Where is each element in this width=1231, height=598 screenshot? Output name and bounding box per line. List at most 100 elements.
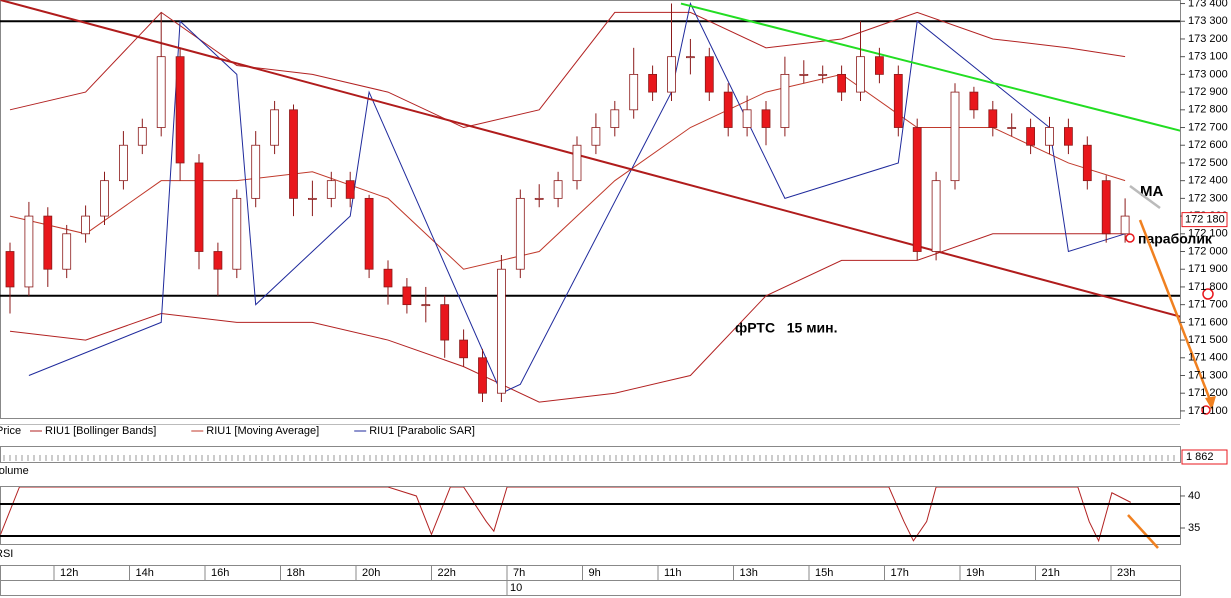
candle-body [761, 109, 771, 128]
volume-title: Volume [0, 465, 29, 477]
time-label: 9h [589, 567, 601, 579]
candle-body [969, 91, 979, 111]
candle-body [232, 197, 242, 270]
candle-body [723, 91, 733, 128]
time-label: 16h [211, 567, 229, 579]
candle-body [893, 73, 903, 128]
arrow-head [1205, 396, 1216, 410]
candle-body [629, 73, 639, 111]
y-tick-label: 171 900 [1188, 263, 1228, 275]
candle-body [307, 197, 317, 200]
candle-body [402, 286, 412, 306]
candle-body [553, 180, 563, 199]
y-tick-label: 172 300 [1188, 192, 1228, 204]
indicator-line [9, 233, 1126, 403]
y-tick-label: 171 100 [1188, 405, 1228, 417]
candle-body [81, 215, 90, 235]
time-label: 12h [60, 567, 78, 579]
rsi-tick-label: 40 [1188, 490, 1200, 502]
candle-body [43, 215, 53, 270]
candle-body [289, 109, 298, 199]
forecast-arrow [1138, 219, 1214, 406]
candle-body [988, 109, 998, 128]
volume-panel-frame [0, 446, 1181, 463]
candle-body [175, 56, 185, 164]
candle-body [837, 73, 846, 93]
candle-body [364, 197, 374, 270]
candle-body [270, 109, 280, 146]
time-label: 20h [362, 567, 380, 579]
rsi-tick-label: 35 [1188, 522, 1200, 534]
candle-body [1082, 144, 1092, 182]
time-label: 11h [664, 567, 682, 579]
candle-body [496, 268, 506, 394]
candle-body [62, 233, 72, 270]
y-tick-label: 172 600 [1188, 139, 1228, 151]
time-label: 23h [1117, 567, 1135, 579]
candle-body [326, 180, 336, 199]
y-tick-label: 173 400 [1188, 0, 1228, 9]
candle-body [194, 162, 204, 252]
candle-body [421, 304, 431, 307]
y-tick-label: 172 400 [1188, 175, 1228, 187]
date-label: 10 [510, 582, 522, 594]
candle-body [459, 339, 469, 359]
candle-body [1045, 127, 1054, 146]
marker-circle [1202, 288, 1214, 300]
price-plot [0, 0, 1180, 403]
candle-body [24, 215, 34, 288]
candle-body [572, 144, 582, 182]
volume-strip [3, 455, 1175, 461]
y-tick-label: 171 700 [1188, 299, 1228, 311]
candle-body [534, 197, 544, 200]
y-tick-label: 173 100 [1188, 51, 1228, 63]
candle-body [1064, 127, 1073, 146]
candle-body [686, 56, 695, 59]
candle-body [667, 56, 676, 93]
volume-last-label: 1 862 [1186, 451, 1214, 463]
candle-body [515, 197, 525, 270]
y-tick-label: 172 700 [1188, 121, 1228, 133]
y-tick-label: 171 500 [1188, 334, 1228, 346]
candle-body [856, 56, 865, 93]
time-label: 14h [136, 567, 154, 579]
annotation-title: фРТС 15 мин. [735, 320, 838, 336]
time-label: 13h [740, 567, 758, 579]
y-tick-label: 173 200 [1188, 33, 1228, 45]
time-label: 21h [1042, 567, 1060, 579]
candle-body [591, 127, 601, 146]
marker-circle [1201, 405, 1211, 415]
candle-body [799, 73, 809, 76]
y-tick-label: 172 900 [1188, 86, 1228, 98]
volume-last-box [1181, 449, 1228, 465]
trend-line [0, 0, 1180, 318]
candle-body [440, 304, 450, 341]
candle-body [818, 73, 828, 76]
y-tick-label: 171 200 [1188, 387, 1228, 399]
y-tick-label: 172 800 [1188, 104, 1228, 116]
y-tick-label: 172 000 [1188, 245, 1228, 257]
candle-body [742, 109, 752, 128]
legend-label: RIU1 [Bollinger Bands] [45, 425, 156, 437]
time-label: 22h [438, 567, 456, 579]
y-tick-label: 172 500 [1188, 157, 1228, 169]
marker-circle [1125, 233, 1135, 243]
candle-body [100, 180, 109, 217]
ma-pointer [1129, 184, 1161, 210]
candle-body [383, 268, 393, 288]
candle-body [5, 251, 15, 288]
y-tick-label: 171 300 [1188, 369, 1228, 381]
time-label: 17h [891, 567, 909, 579]
time-label: 15h [815, 567, 833, 579]
legend-label: RIU1 [Parabolic SAR] [369, 425, 475, 437]
rsi-panel-frame [0, 486, 1181, 545]
candle-body [950, 91, 960, 182]
candle-body [704, 56, 714, 93]
candle-body [156, 56, 166, 128]
y-tick-label: 171 400 [1188, 352, 1228, 364]
y-tick-label: 172 100 [1188, 228, 1228, 240]
candle-body [478, 357, 487, 394]
candle-body [1120, 215, 1130, 235]
